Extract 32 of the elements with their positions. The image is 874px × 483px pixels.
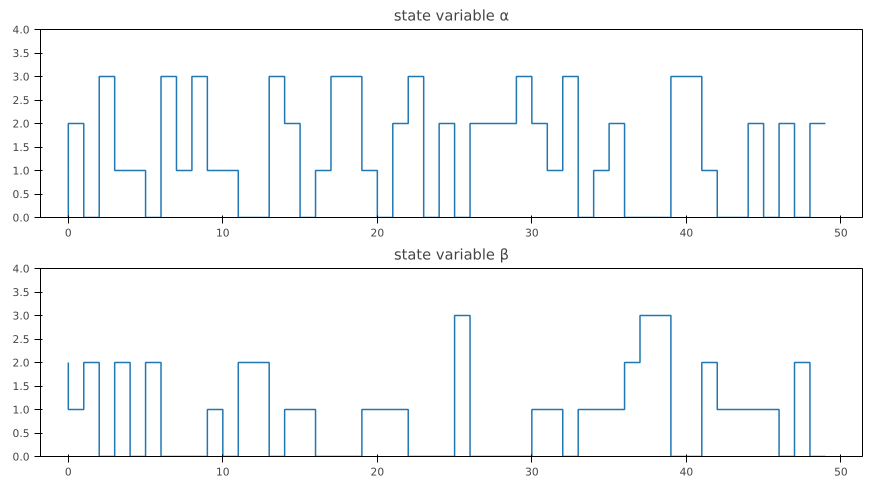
chart-title: state variable β	[394, 246, 509, 264]
y-tick-label: 3.5	[12, 47, 30, 60]
x-tick-label: 30	[525, 226, 539, 240]
x-tick-label: 20	[370, 226, 384, 240]
y-tick-label: 1.5	[12, 380, 30, 393]
y-tick-label: 4.0	[12, 24, 30, 36]
y-tick-label: 1.0	[12, 404, 30, 416]
x-tick-label: 30	[525, 466, 539, 478]
y-tick-label: 1.5	[12, 141, 30, 154]
x-tick-label: 40	[680, 226, 694, 240]
x-tick-label: 40	[680, 466, 694, 478]
y-tick-label: 2.0	[12, 356, 30, 370]
x-tick-label: 20	[370, 466, 384, 478]
chart-title: state variable α	[394, 8, 510, 24]
y-tick-label: 0.5	[12, 188, 30, 201]
x-tick-label: 50	[834, 466, 848, 478]
x-tick-label: 10	[216, 226, 230, 240]
y-tick-label: 3.0	[12, 70, 30, 84]
y-tick-label: 4.0	[12, 262, 30, 276]
y-tick-label: 2.0	[12, 118, 30, 130]
y-tick-label: 3.0	[12, 310, 30, 322]
y-tick-label: 2.5	[12, 333, 30, 346]
y-tick-label: 2.5	[12, 94, 30, 107]
y-tick-label: 0.0	[12, 212, 30, 224]
x-tick-label: 0	[64, 226, 72, 240]
y-tick-label: 1.0	[12, 164, 30, 178]
y-tick-label: 0.5	[12, 427, 30, 440]
x-tick-label: 0	[64, 466, 72, 478]
x-tick-label: 50	[834, 226, 848, 240]
y-tick-label: 3.5	[12, 286, 30, 299]
y-tick-label: 0.0	[12, 450, 30, 464]
x-tick-label: 10	[216, 466, 230, 478]
